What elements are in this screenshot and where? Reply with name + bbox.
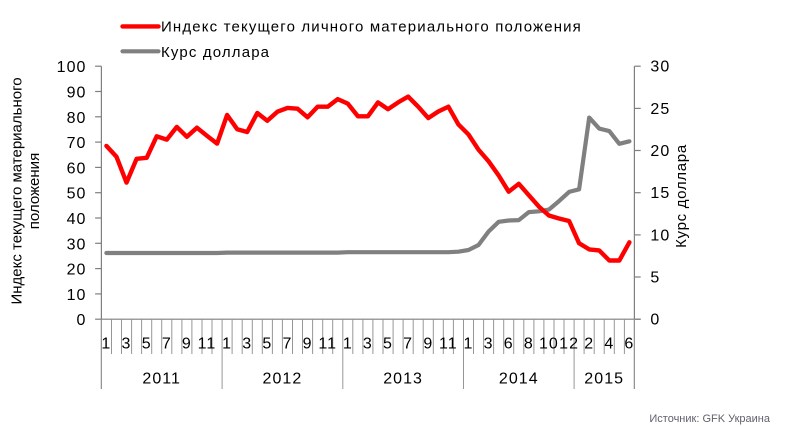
svg-text:70: 70 [67,135,87,152]
svg-text:1: 1 [343,336,353,353]
svg-text:7: 7 [403,336,413,353]
svg-text:0: 0 [77,312,87,329]
svg-text:80: 80 [67,110,87,127]
svg-text:11: 11 [198,336,217,353]
svg-text:90: 90 [67,85,87,102]
svg-text:20: 20 [67,262,87,279]
svg-text:30: 30 [650,59,670,76]
svg-text:3: 3 [484,336,494,353]
svg-text:20: 20 [650,143,670,160]
svg-text:5: 5 [142,336,152,353]
svg-text:9: 9 [303,336,313,353]
svg-text:1: 1 [464,336,474,353]
svg-text:3: 3 [242,336,252,353]
svg-text:Источник: GFK Украина: Источник: GFK Украина [649,413,771,425]
svg-text:2013: 2013 [383,371,423,388]
svg-text:100: 100 [57,59,87,76]
svg-text:60: 60 [67,160,87,177]
svg-text:11: 11 [439,336,458,353]
svg-text:положения: положения [26,153,43,229]
svg-text:7: 7 [162,336,172,353]
svg-text:6: 6 [504,336,514,353]
svg-text:2015: 2015 [584,371,624,388]
svg-text:1: 1 [101,336,111,353]
svg-text:8: 8 [524,336,534,353]
svg-text:6: 6 [624,336,634,353]
svg-text:9: 9 [182,336,192,353]
svg-text:12: 12 [559,336,579,353]
svg-text:Индекс текущего личного матери: Индекс текущего личного материального по… [161,19,582,36]
svg-text:5: 5 [383,336,393,353]
svg-text:9: 9 [423,336,433,353]
svg-text:40: 40 [67,211,87,228]
svg-text:30: 30 [67,236,87,253]
svg-text:10: 10 [650,227,670,244]
svg-text:0: 0 [650,312,660,329]
svg-text:15: 15 [650,185,670,202]
svg-text:3: 3 [122,336,132,353]
svg-text:Курс доллара: Курс доллара [161,44,270,61]
svg-text:Индекс текущего материального: Индекс текущего материального [9,77,26,304]
svg-text:2012: 2012 [263,371,303,388]
svg-text:10: 10 [539,336,559,353]
svg-text:3: 3 [363,336,373,353]
svg-text:Курс доллара: Курс доллара [673,144,690,248]
svg-text:5: 5 [650,270,660,287]
svg-text:2014: 2014 [499,371,539,388]
svg-text:5: 5 [262,336,272,353]
svg-text:25: 25 [650,101,670,118]
svg-text:1: 1 [222,336,232,353]
svg-text:4: 4 [604,336,614,353]
svg-text:11: 11 [318,336,337,353]
svg-text:7: 7 [283,336,293,353]
svg-text:2011: 2011 [142,371,181,388]
svg-text:2: 2 [584,336,594,353]
svg-text:10: 10 [67,287,87,304]
svg-text:50: 50 [67,186,87,203]
